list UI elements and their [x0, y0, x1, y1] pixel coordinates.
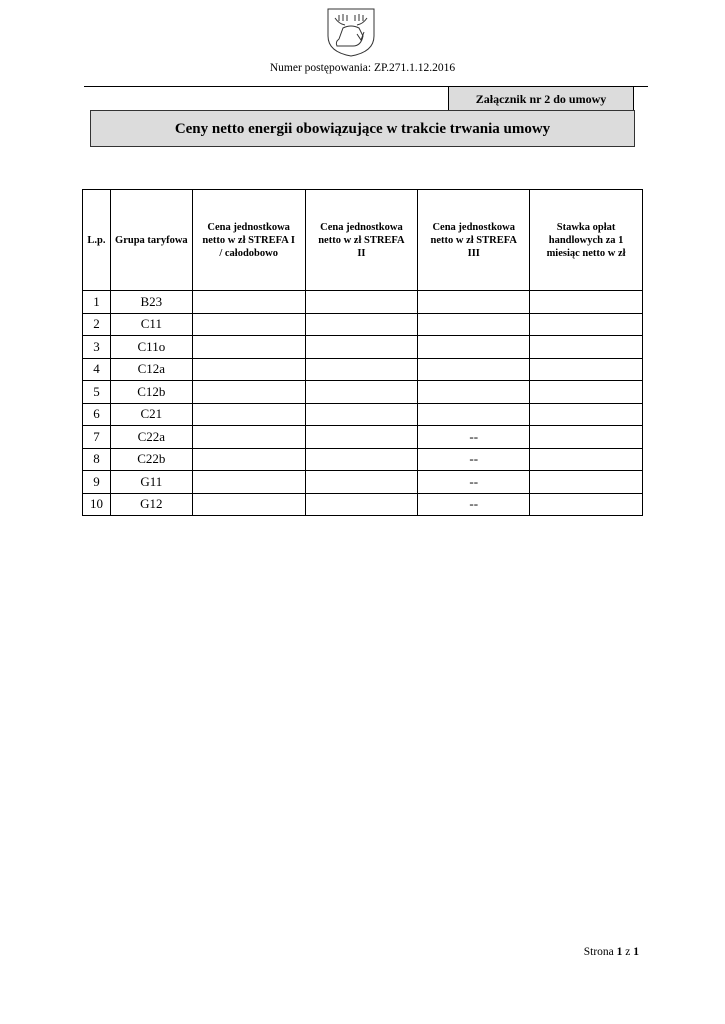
table-cell: C22a: [109, 425, 193, 449]
table-cell: [529, 402, 643, 426]
table-cell: [191, 492, 306, 516]
page-number: Strona 1 z 1: [583, 946, 639, 958]
table-cell: [304, 470, 419, 494]
table-cell: [417, 312, 531, 336]
column-header: Grupa taryfowa: [109, 189, 193, 291]
table-cell: 1: [82, 290, 111, 314]
column-header: Stawka opłat handlowych za 1 miesiąc net…: [529, 189, 643, 291]
table-row: 1 B23: [82, 290, 643, 314]
table-cell: [191, 470, 306, 494]
table-cell: [529, 357, 643, 381]
annex-label: Załącznik nr 2 do umowy: [448, 86, 634, 110]
table-cell: C12a: [109, 357, 193, 381]
table-cell: --: [417, 492, 531, 516]
table-cell: [529, 312, 643, 336]
table-cell: C21: [109, 402, 193, 426]
table-row: 6 C21: [82, 402, 643, 426]
table-cell: [304, 357, 419, 381]
table-cell: 2: [82, 312, 111, 336]
table-row: 10 G12 --: [82, 492, 643, 516]
table-cell: [417, 290, 531, 314]
table-cell: C22b: [109, 447, 193, 471]
table-cell: [191, 335, 306, 359]
coat-of-arms-logo: [327, 8, 375, 57]
table-cell: --: [417, 470, 531, 494]
table-cell: [304, 402, 419, 426]
table-cell: C11: [109, 312, 193, 336]
table-cell: [529, 447, 643, 471]
table-cell: [304, 312, 419, 336]
table-cell: B23: [109, 290, 193, 314]
table-cell: [191, 290, 306, 314]
table-cell: [529, 470, 643, 494]
table-row: 8 C22b --: [82, 447, 643, 471]
header-divider: [84, 86, 648, 87]
table-cell: G11: [109, 470, 193, 494]
table-cell: 4: [82, 357, 111, 381]
table-cell: C11o: [109, 335, 193, 359]
table-cell: [304, 335, 419, 359]
table-cell: G12: [109, 492, 193, 516]
document-title: Ceny netto energii obowiązujące w trakci…: [90, 110, 635, 147]
table-cell: 10: [82, 492, 111, 516]
table-cell: [417, 380, 531, 404]
column-header: Cena jednostkowa netto w zł STREFA III: [417, 189, 531, 291]
table-row: 2 C11: [82, 312, 643, 336]
table-cell: [529, 290, 643, 314]
table-cell: [529, 335, 643, 359]
table-cell: [529, 492, 643, 516]
table-cell: [529, 380, 643, 404]
table-cell: --: [417, 425, 531, 449]
table-cell: [191, 380, 306, 404]
table-cell: [304, 290, 419, 314]
table-cell: [529, 425, 643, 449]
table-cell: [417, 335, 531, 359]
table-cell: 8: [82, 447, 111, 471]
table-cell: --: [417, 447, 531, 471]
column-header: Cena jednostkowa netto w zł STREFA II: [304, 189, 419, 291]
table-cell: [304, 425, 419, 449]
table-cell: 7: [82, 425, 111, 449]
table-cell: 3: [82, 335, 111, 359]
table-cell: [191, 357, 306, 381]
table-row: 5 C12b: [82, 380, 643, 404]
table-cell: 5: [82, 380, 111, 404]
table-row: 7 C22a --: [82, 425, 643, 449]
table-row: 4 C12a: [82, 357, 643, 381]
table-cell: 6: [82, 402, 111, 426]
table-cell: [191, 402, 306, 426]
column-header: L.p.: [82, 189, 111, 291]
table-cell: [417, 357, 531, 381]
table-row: 9 G11 --: [82, 470, 643, 494]
table-cell: C12b: [109, 380, 193, 404]
table-cell: [304, 380, 419, 404]
table-cell: [304, 492, 419, 516]
table-cell: [417, 402, 531, 426]
column-header: Cena jednostkowa netto w zł STREFA I / c…: [191, 189, 306, 291]
price-table: L.p. Grupa taryfowa Cena jednostkowa netto…: [82, 189, 643, 516]
table-row: 3 C11o: [82, 335, 643, 359]
table-cell: [191, 447, 306, 471]
procedure-number: Numer postępowania: ZP.271.1.12.2016: [269, 62, 456, 74]
table-cell: [191, 312, 306, 336]
table-cell: 9: [82, 470, 111, 494]
table-cell: [191, 425, 306, 449]
table-cell: [304, 447, 419, 471]
